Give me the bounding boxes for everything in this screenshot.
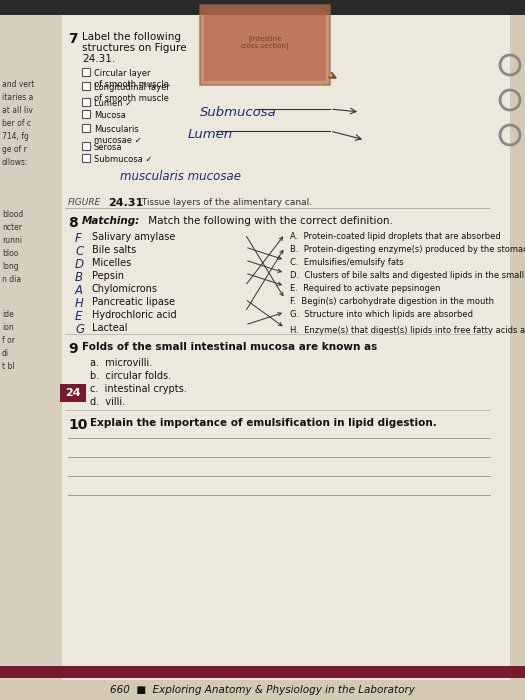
Text: F: F <box>75 232 82 245</box>
Bar <box>82 82 90 90</box>
Bar <box>204 9 326 81</box>
Bar <box>0 666 525 678</box>
Text: f or: f or <box>2 336 15 345</box>
Bar <box>60 15 510 680</box>
Bar <box>0 0 525 15</box>
Text: F.  Begin(s) carbohydrate digestion in the mouth: F. Begin(s) carbohydrate digestion in th… <box>290 297 494 306</box>
Text: blood: blood <box>2 210 23 219</box>
Bar <box>82 68 90 76</box>
Text: ollows:: ollows: <box>2 158 28 167</box>
Text: itaries a: itaries a <box>2 93 34 102</box>
Text: Longitudinal layer
of smooth muscle: Longitudinal layer of smooth muscle <box>94 83 170 103</box>
Text: 24: 24 <box>65 388 81 398</box>
Text: Chylomicrons: Chylomicrons <box>92 284 158 294</box>
Text: ide: ide <box>2 310 14 319</box>
Text: 10: 10 <box>68 418 87 432</box>
Text: 660  ■  Exploring Anatomy & Physiology in the Laboratory: 660 ■ Exploring Anatomy & Physiology in … <box>110 685 414 695</box>
Text: [intestine
cross-section]: [intestine cross-section] <box>240 35 289 49</box>
Bar <box>60 384 86 402</box>
Text: at all liv: at all liv <box>2 106 33 115</box>
Text: D.  Clusters of bile salts and digested lipids in the small intestine: D. Clusters of bile salts and digested l… <box>290 271 525 280</box>
Text: Circular layer
of smooth muscle: Circular layer of smooth muscle <box>94 69 169 89</box>
Text: Label the following: Label the following <box>82 32 181 42</box>
Text: Submucosa: Submucosa <box>200 106 277 119</box>
Bar <box>82 154 90 162</box>
Text: structures on Figure: structures on Figure <box>82 43 186 53</box>
Bar <box>82 142 90 150</box>
Text: 7: 7 <box>68 32 78 46</box>
Text: Salivary amylase: Salivary amylase <box>92 232 175 242</box>
Text: n dia: n dia <box>2 275 21 284</box>
Text: E: E <box>75 310 82 323</box>
Text: Serosa: Serosa <box>94 143 122 152</box>
Text: A.  Protein-coated lipid droplets that are absorbed: A. Protein-coated lipid droplets that ar… <box>290 232 501 241</box>
Bar <box>82 110 90 118</box>
Text: Mucosa: Mucosa <box>94 111 126 120</box>
Text: C: C <box>75 245 83 258</box>
Text: bloo: bloo <box>2 249 18 258</box>
Text: G.  Structure into which lipids are absorbed: G. Structure into which lipids are absor… <box>290 310 473 319</box>
Bar <box>0 15 62 680</box>
Text: Match the following with the correct definition.: Match the following with the correct def… <box>145 216 393 226</box>
Text: di: di <box>2 349 9 358</box>
Text: Explain the importance of emulsification in lipid digestion.: Explain the importance of emulsification… <box>90 418 437 428</box>
Text: Lacteal: Lacteal <box>92 323 128 333</box>
Text: D: D <box>75 258 84 271</box>
Text: Tissue layers of the alimentary canal.: Tissue layers of the alimentary canal. <box>136 198 312 207</box>
Text: runni: runni <box>2 236 22 245</box>
Bar <box>82 98 90 106</box>
Text: G: G <box>75 323 84 336</box>
Text: Folds of the small intestinal mucosa are known as: Folds of the small intestinal mucosa are… <box>82 342 377 352</box>
Text: Micelles: Micelles <box>92 258 131 268</box>
Text: and vert: and vert <box>2 80 34 89</box>
Text: A: A <box>75 284 83 297</box>
Text: B.  Protein-digesting enzyme(s) produced by the stomach: B. Protein-digesting enzyme(s) produced … <box>290 245 525 254</box>
Text: Lumen ✓: Lumen ✓ <box>94 99 132 108</box>
Text: Bile salts: Bile salts <box>92 245 136 255</box>
Text: Hydrochloric acid: Hydrochloric acid <box>92 310 176 320</box>
Text: d.  villi.: d. villi. <box>90 397 125 407</box>
Text: FIGURE: FIGURE <box>68 198 101 207</box>
Text: ion: ion <box>2 323 14 332</box>
Text: 714, fg: 714, fg <box>2 132 29 141</box>
Text: b.  circular folds.: b. circular folds. <box>90 371 171 381</box>
Text: c.  intestinal crypts.: c. intestinal crypts. <box>90 384 187 394</box>
Text: Matching:: Matching: <box>82 216 140 226</box>
Bar <box>200 5 330 85</box>
Text: H.  Enzyme(s) that digest(s) lipids into free fatty acids and monoglycerides: H. Enzyme(s) that digest(s) lipids into … <box>290 326 525 335</box>
Text: Submucosa ✓: Submucosa ✓ <box>94 155 152 164</box>
Text: a.  microvilli.: a. microvilli. <box>90 358 152 368</box>
Text: C.  Emulsifies/emulsify fats: C. Emulsifies/emulsify fats <box>290 258 404 267</box>
Text: E.  Required to activate pepsinogen: E. Required to activate pepsinogen <box>290 284 440 293</box>
Text: ncter: ncter <box>2 223 22 232</box>
Text: Lumen: Lumen <box>188 128 233 141</box>
Text: 8: 8 <box>68 216 78 230</box>
Text: 24.31.: 24.31. <box>82 54 116 64</box>
Text: muscularis mucosae: muscularis mucosae <box>120 170 241 183</box>
Text: Pepsin: Pepsin <box>92 271 124 281</box>
Text: H: H <box>75 297 84 310</box>
Text: t bl: t bl <box>2 362 15 371</box>
Bar <box>82 124 90 132</box>
Text: Pancreatic lipase: Pancreatic lipase <box>92 297 175 307</box>
Text: ge of r: ge of r <box>2 145 27 154</box>
Text: Muscularis
mucosae ✓: Muscularis mucosae ✓ <box>94 125 142 145</box>
Text: 24.31: 24.31 <box>108 198 143 208</box>
Text: 9: 9 <box>68 342 78 356</box>
Text: long: long <box>2 262 18 271</box>
Text: ber of c: ber of c <box>2 119 31 128</box>
Text: B: B <box>75 271 83 284</box>
